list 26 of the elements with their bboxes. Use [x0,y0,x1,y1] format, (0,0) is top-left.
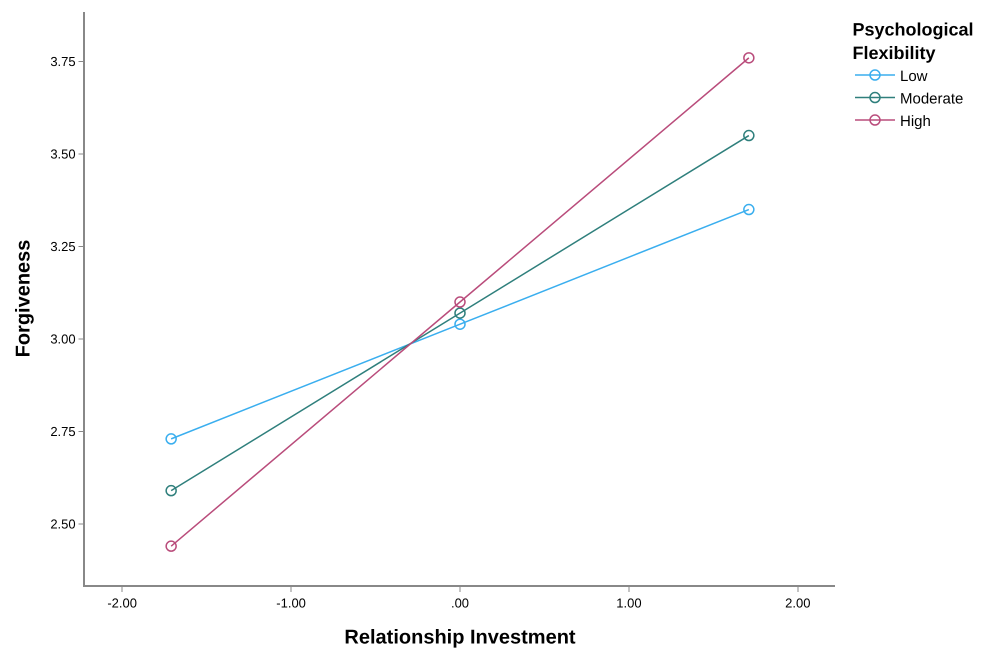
y-tick-label: 3.00 [50,332,76,347]
y-tick-label: 3.50 [50,146,76,162]
y-tick-label: 2.50 [50,516,76,532]
point [165,484,177,496]
point [165,540,177,552]
legend-label: Moderate [900,90,964,108]
point [743,52,755,64]
legend-label: High [900,112,931,130]
x-tick-label: -2.00 [107,595,137,610]
x-tick-label: -1.00 [276,595,306,610]
point [454,307,466,319]
legend-label: Low [900,68,928,85]
x-axis-title: Relationship Investment [344,626,576,648]
point [743,204,755,216]
y-tick-label: 3.75 [50,54,76,70]
point [165,433,177,445]
point [454,296,466,308]
y-tick-label: 3.25 [50,239,76,254]
point [743,130,755,142]
y-axis-title: Forgiveness [12,240,34,358]
y-tick-label: 2.75 [50,424,76,440]
point [454,318,466,330]
x-tick-label: .00 [450,595,470,610]
legend-title: Psychological Flexibility [852,19,974,63]
x-tick-label: 1.00 [616,595,642,610]
x-tick-label: 2.00 [785,595,810,610]
